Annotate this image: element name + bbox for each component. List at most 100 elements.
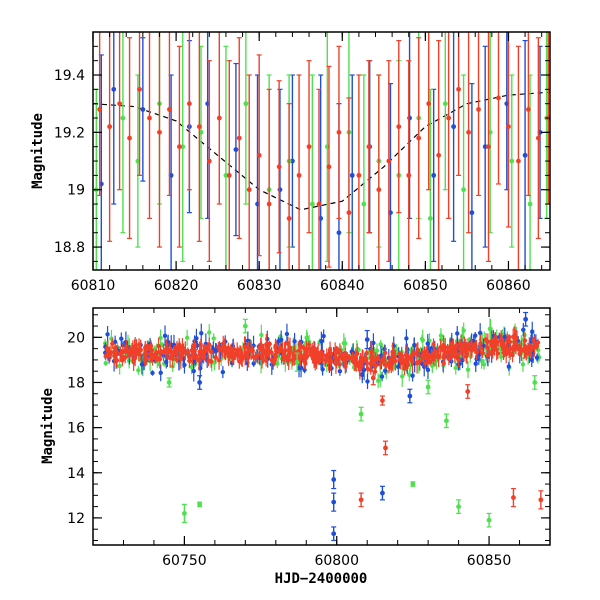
red-point [486, 32, 492, 262]
blue-point [365, 373, 370, 390]
red-point [267, 344, 272, 360]
red-outlier [370, 370, 376, 386]
data-point [110, 341, 115, 346]
data-point [243, 101, 249, 107]
data-point [107, 124, 113, 130]
red-point [207, 337, 212, 352]
data-point [276, 164, 282, 170]
data-point [446, 356, 452, 362]
red-point [495, 347, 501, 359]
red-point [415, 342, 421, 358]
red-point [464, 343, 470, 364]
red-point [206, 60, 212, 262]
red-point [446, 352, 452, 366]
data-point [294, 359, 300, 365]
red-point [502, 343, 507, 358]
data-point [504, 338, 510, 343]
data-point [127, 352, 133, 358]
data-point [236, 135, 242, 141]
data-point [97, 107, 103, 112]
data-point [406, 172, 412, 178]
data-point [485, 345, 490, 350]
blue-point [289, 74, 295, 248]
data-point [380, 490, 385, 496]
bottom-axis-ticks: 60750 60800 60850 12 14 16 18 20 [67, 308, 551, 569]
blue-point [162, 325, 168, 347]
data-point [208, 349, 214, 355]
data-point [136, 368, 141, 373]
x-tick-label: 60850 [403, 278, 448, 294]
blue-point [158, 364, 163, 382]
red-point [498, 333, 503, 348]
red-point [446, 32, 452, 219]
data-point [510, 334, 516, 340]
data-point [532, 380, 538, 385]
red-point [378, 359, 383, 370]
red-point [431, 353, 436, 365]
data-point [329, 366, 334, 371]
red-point [363, 354, 369, 365]
data-point [465, 367, 471, 372]
green-point [520, 356, 526, 372]
data-point [143, 345, 148, 350]
y-tick-label: 20 [67, 330, 85, 346]
data-point [502, 348, 507, 353]
green-outlier [456, 499, 462, 515]
data-point [119, 353, 124, 359]
red-point [423, 357, 428, 369]
x-tick-label: 60830 [237, 278, 282, 294]
blue-outlier [331, 492, 337, 512]
red-point [253, 351, 258, 365]
data-point [380, 357, 385, 363]
data-point [263, 358, 269, 363]
data-point [405, 353, 410, 358]
data-point [504, 352, 509, 357]
data-point [370, 375, 376, 381]
red-point [306, 60, 312, 234]
red-point [343, 347, 348, 359]
data-point [222, 347, 228, 352]
data-point [211, 336, 216, 341]
data-point [158, 335, 163, 341]
blue-outlier [379, 485, 385, 501]
data-point [186, 101, 192, 107]
red-point [107, 32, 113, 242]
green-outlier [294, 352, 300, 372]
data-point [425, 367, 431, 373]
bottom-frame [92, 307, 551, 546]
data-point [190, 348, 195, 354]
red-point [266, 88, 272, 270]
red-point [466, 32, 472, 234]
data-point [410, 481, 416, 487]
data-point [350, 359, 356, 364]
red-point [344, 354, 349, 365]
red-point [522, 343, 528, 359]
data-point [486, 517, 492, 523]
red-point [495, 32, 501, 185]
data-point [166, 380, 172, 385]
data-point [174, 357, 179, 362]
red-point [431, 338, 436, 351]
data-point [109, 336, 114, 341]
data-point [157, 129, 162, 135]
red-point [147, 32, 153, 219]
red-point [236, 37, 242, 240]
data-point [368, 361, 373, 367]
green-point [120, 32, 126, 234]
data-point [250, 348, 255, 353]
data-point [137, 86, 142, 92]
blue-point [473, 355, 478, 373]
data-point [525, 107, 531, 112]
data-point [321, 333, 326, 339]
data-point [322, 358, 328, 363]
data-point [298, 344, 304, 350]
red-point [472, 341, 477, 354]
data-point [522, 152, 528, 158]
data-point [154, 349, 159, 355]
blue-point [349, 74, 355, 270]
data-point [120, 115, 126, 121]
red-point [322, 353, 328, 368]
data-point [119, 336, 124, 341]
data-point [446, 115, 452, 121]
data-point [277, 345, 283, 350]
